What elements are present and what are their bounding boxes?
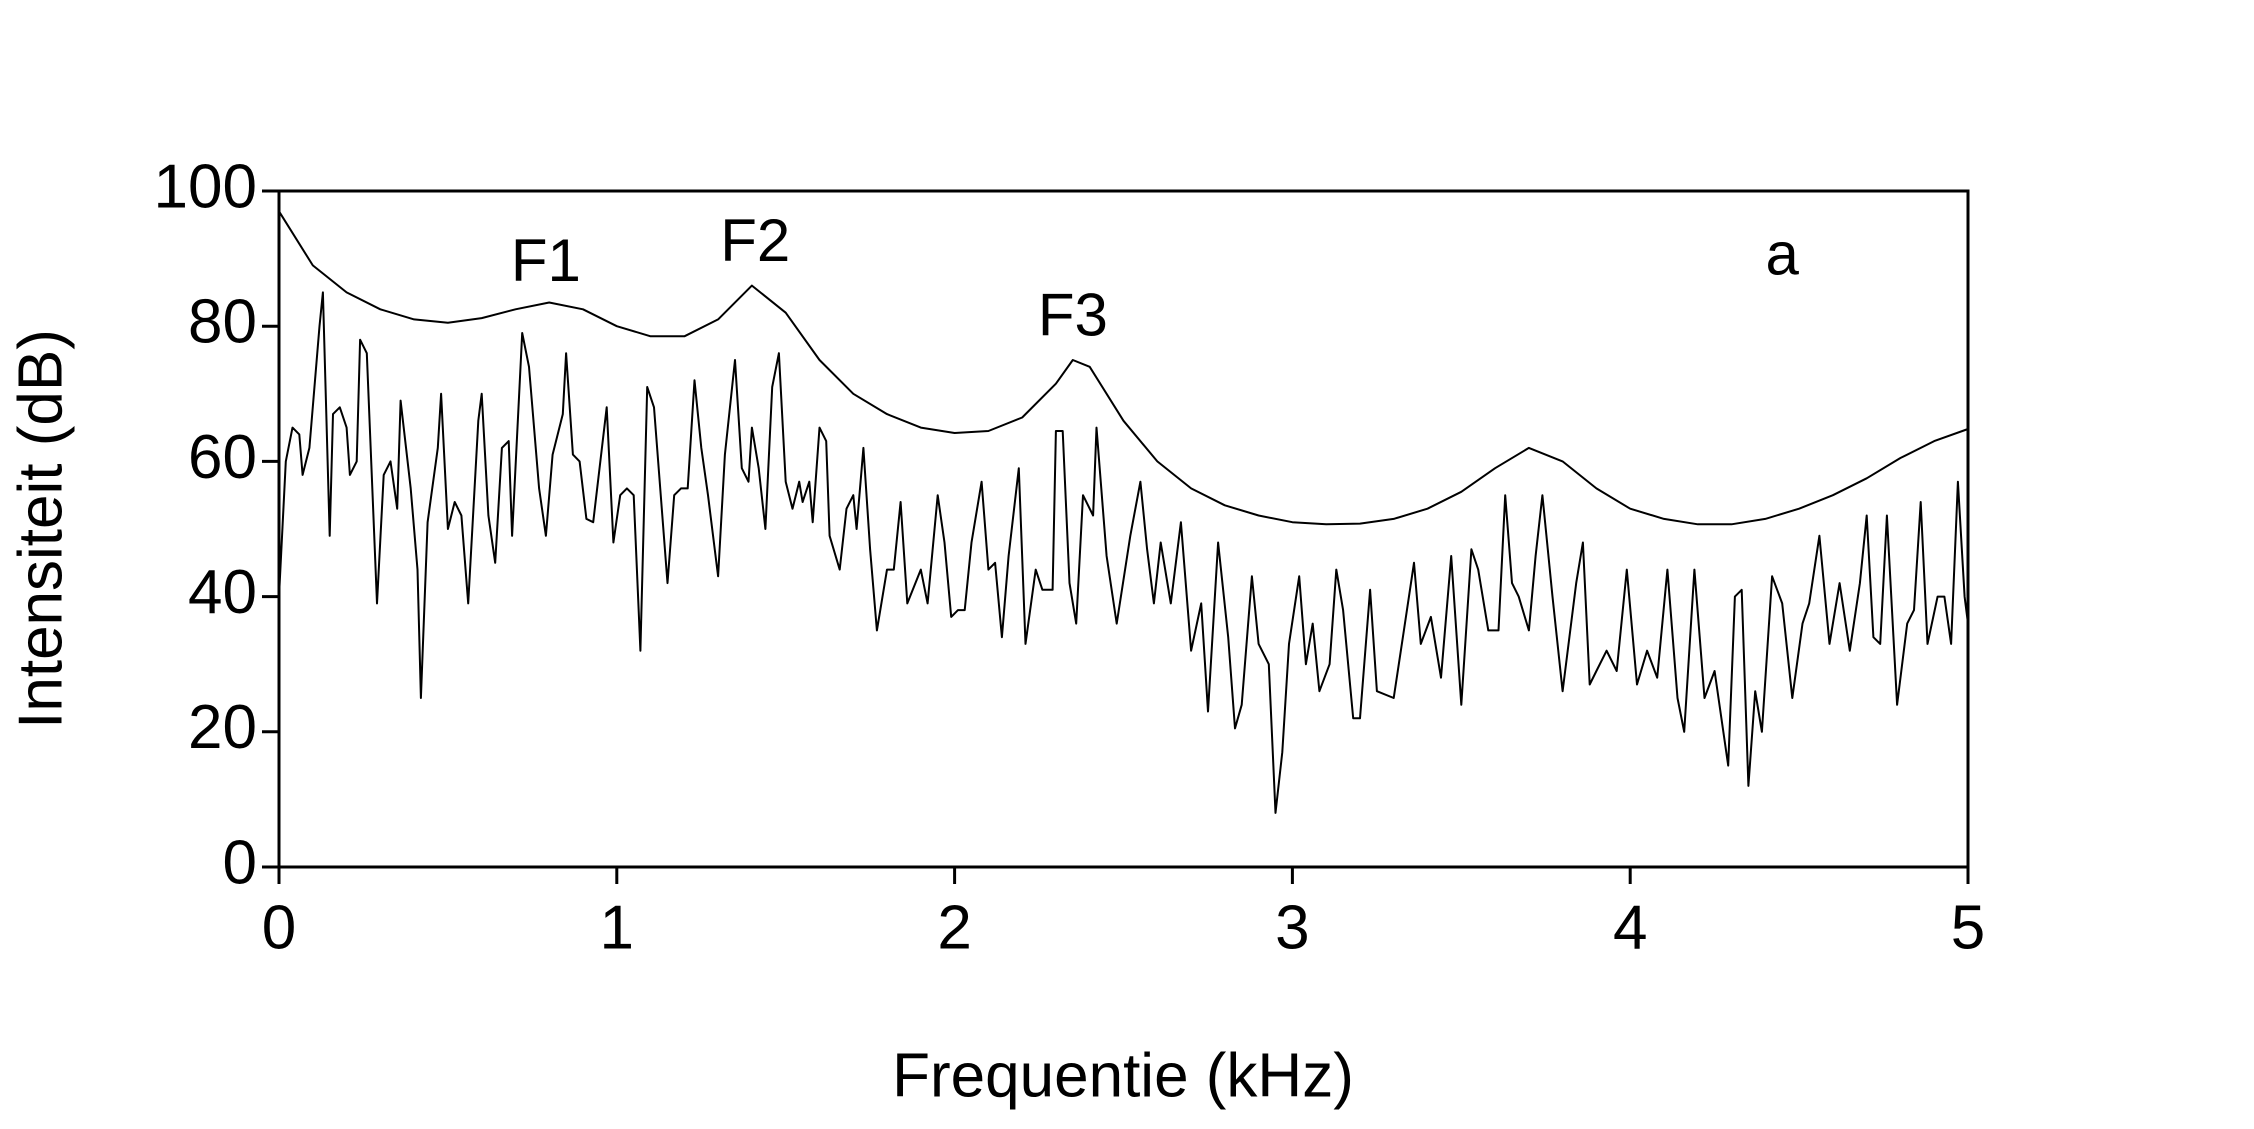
y-tick-label: 0 [223, 828, 257, 897]
x-tick-label: 2 [937, 893, 971, 962]
y-tick-label: 40 [188, 558, 257, 627]
x-tick-label: 3 [1275, 893, 1309, 962]
y-tick-label: 60 [188, 423, 257, 492]
plot-frame [277, 189, 1970, 869]
y-axis-label: Intensiteit (dB) [6, 329, 75, 729]
annotation: F1 [511, 227, 581, 294]
x-axis-label: Frequentie (kHz) [892, 1041, 1354, 1110]
annotation: a [1766, 220, 1800, 287]
y-tick-label: 20 [188, 693, 257, 762]
x-tick-label: 4 [1613, 893, 1647, 962]
x-tick-label: 5 [1951, 893, 1985, 962]
line [278, 210, 1969, 526]
line [278, 291, 1969, 814]
y-tick-label: 100 [154, 152, 257, 221]
annotation: F2 [720, 207, 790, 274]
x-tick-label: 1 [600, 893, 634, 962]
x-tick-label: 0 [262, 893, 296, 962]
annotation: F3 [1038, 281, 1108, 348]
y-tick-label: 80 [188, 288, 257, 357]
